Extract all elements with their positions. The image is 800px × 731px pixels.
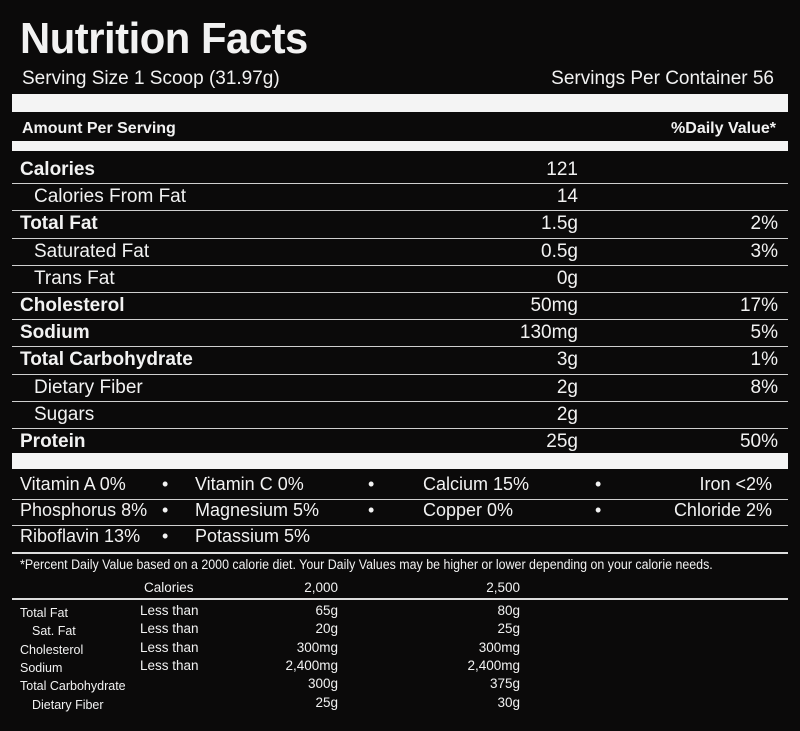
- nutrient-name: Sugars: [34, 403, 95, 425]
- nutrient-name: Saturated Fat: [34, 240, 150, 262]
- reference-calories-label: Calories: [144, 580, 194, 595]
- nutrient-row: Dietary Fiber 2g 8%: [12, 373, 788, 401]
- nutrient-name: Calories From Fat: [34, 186, 187, 208]
- reference-value-2500: 30g: [497, 694, 520, 710]
- vitamin-item: Iron <2%: [699, 474, 772, 494]
- reference-nutrient: Sodium: [20, 660, 63, 675]
- nutrient-name: Calories: [20, 158, 95, 180]
- nutrient-row: Cholesterol 50mg 17%: [12, 292, 788, 319]
- bullet-icon: •: [162, 474, 169, 494]
- nutrient-row: Sugars 2g: [12, 400, 788, 428]
- thick-divider: [12, 453, 788, 469]
- vitamin-item: Copper 0%: [423, 500, 514, 520]
- label-title: Nutrition Facts: [20, 14, 308, 63]
- reference-2500: 2,500: [486, 580, 520, 595]
- nutrient-daily-value: 5%: [750, 322, 778, 344]
- reference-qualifier: Less than: [140, 639, 199, 655]
- nutrient-row: Trans Fat 0g: [12, 264, 788, 292]
- reference-value-2000: 300g: [307, 676, 338, 692]
- vitamin-item: Vitamin A 0%: [20, 474, 126, 494]
- daily-value-header: %Daily Value*: [671, 120, 776, 137]
- divider: [12, 525, 788, 526]
- serving-size: Serving Size 1 Scoop (31.97g): [22, 68, 280, 89]
- nutrient-name: Protein: [20, 431, 86, 452]
- thick-divider: [12, 94, 788, 112]
- nutrient-daily-value: 3%: [750, 240, 778, 262]
- vitamin-item: Riboflavin 13%: [20, 526, 141, 546]
- nutrient-row: Total Carbohydrate 3g 1%: [12, 346, 788, 373]
- nutrient-name: Trans Fat: [34, 267, 115, 289]
- nutrient-row: Protein 25g 50%: [12, 428, 788, 455]
- reference-value-2000: 2,400mg: [285, 657, 338, 673]
- reference-value-2000: 65g: [315, 603, 338, 618]
- nutrient-amount: 14: [556, 186, 578, 208]
- nutrient-amount: 0g: [556, 267, 578, 289]
- nutrient-amount: 25g: [546, 431, 578, 452]
- nutrient-name: Sodium: [20, 322, 90, 344]
- footnote: *Percent Daily Value based on a 2000 cal…: [20, 557, 713, 572]
- nutrient-daily-value: 8%: [750, 376, 778, 398]
- reference-value-2500: 80g: [497, 603, 520, 618]
- nutrient-name: Cholesterol: [20, 295, 125, 316]
- nutrient-name: Total Carbohydrate: [20, 349, 193, 371]
- vitamin-item: Magnesium 5%: [195, 500, 320, 520]
- reference-qualifier: Less than: [140, 603, 199, 618]
- nutrient-amount: 121: [546, 158, 578, 180]
- divider: [12, 598, 788, 600]
- nutrient-amount: 2g: [556, 403, 578, 425]
- nutrient-daily-value: 50%: [739, 431, 778, 452]
- nutrient-amount: 2g: [556, 376, 578, 398]
- nutrient-name: Total Fat: [20, 213, 98, 235]
- vitamin-item: Calcium 15%: [423, 474, 530, 494]
- vitamin-item: Chloride 2%: [673, 500, 772, 520]
- bullet-icon: •: [162, 526, 169, 546]
- reference-value-2500: 25g: [497, 621, 520, 637]
- vitamin-item: Vitamin C 0%: [195, 474, 304, 494]
- bullet-icon: •: [595, 474, 602, 494]
- nutrient-name: Dietary Fiber: [34, 376, 143, 398]
- nutrient-amount: 3g: [556, 349, 578, 371]
- reference-value-2500: 300mg: [478, 639, 520, 655]
- bullet-icon: •: [595, 500, 602, 520]
- nutrient-amount: 50mg: [530, 295, 578, 316]
- reference-qualifier: Less than: [140, 621, 199, 637]
- reference-nutrient: Dietary Fiber: [32, 697, 104, 712]
- nutrient-row: Sodium 130mg 5%: [12, 319, 788, 346]
- reference-nutrient: Total Carbohydrate: [20, 679, 126, 694]
- reference-nutrient: Sat. Fat: [32, 624, 76, 639]
- vitamin-item: Phosphorus 8%: [20, 500, 148, 520]
- vitamin-item: Potassium 5%: [195, 526, 311, 546]
- nutrient-daily-value: 2%: [750, 213, 778, 235]
- nutrient-row: Calories From Fat 14: [12, 183, 788, 210]
- reference-value-2500: 2,400mg: [467, 657, 520, 673]
- nutrient-daily-value: 17%: [739, 295, 778, 316]
- divider: [12, 499, 788, 500]
- servings-per-container: Servings Per Container 56: [551, 68, 774, 89]
- nutrient-row: Calories 121: [12, 156, 788, 183]
- reference-nutrient: Total Fat: [20, 606, 68, 620]
- reference-qualifier: Less than: [140, 657, 199, 673]
- nutrient-amount: 1.5g: [541, 213, 578, 235]
- nutrient-amount: 0.5g: [541, 240, 578, 262]
- reference-value-2000: 300mg: [296, 639, 338, 655]
- reference-value-2000: 25g: [315, 694, 338, 710]
- reference-nutrient: Cholesterol: [20, 642, 84, 657]
- reference-2000: 2,000: [304, 580, 338, 595]
- bullet-icon: •: [368, 474, 375, 494]
- nutrient-row: Saturated Fat 0.5g 3%: [12, 237, 788, 265]
- reference-value-2000: 20g: [315, 621, 338, 637]
- reference-value-2500: 375g: [489, 676, 520, 692]
- amount-per-serving: Amount Per Serving: [22, 120, 176, 137]
- bullet-icon: •: [368, 500, 375, 520]
- nutrient-row: Total Fat 1.5g 2%: [12, 210, 788, 237]
- medium-divider: [12, 141, 788, 151]
- bullet-icon: •: [162, 500, 169, 520]
- divider: [12, 552, 788, 554]
- nutrient-amount: 130mg: [519, 322, 578, 344]
- nutrient-daily-value: 1%: [750, 349, 778, 371]
